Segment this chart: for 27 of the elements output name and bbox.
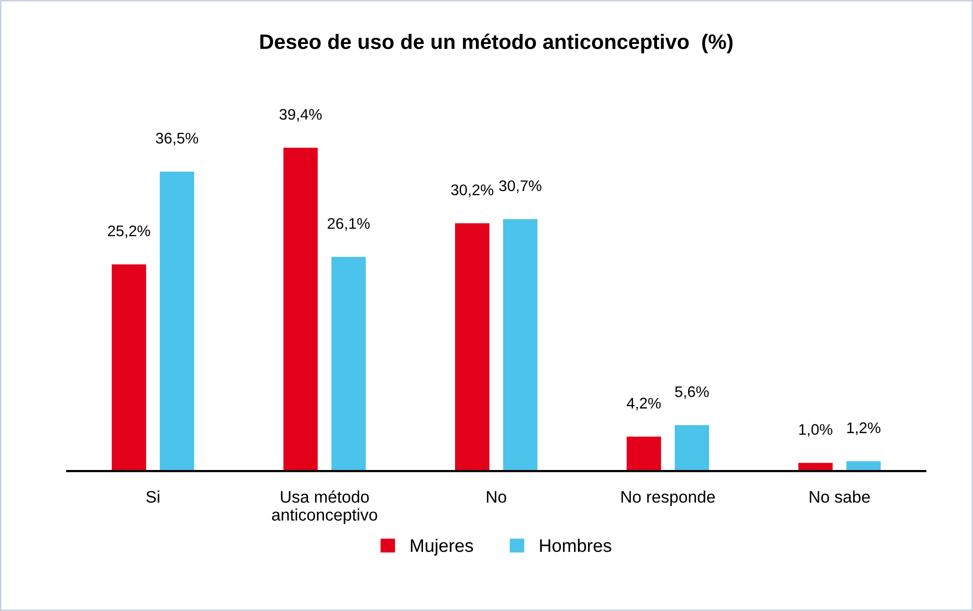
legend-label: Hombres xyxy=(540,538,612,552)
bar xyxy=(674,425,710,472)
data-label: 4,2% xyxy=(626,398,661,410)
data-label: 30,2% xyxy=(451,184,494,198)
data-label: 1,0% xyxy=(799,424,832,437)
x-tick-label: No xyxy=(486,491,506,503)
legend-label: Mujeres xyxy=(410,538,474,556)
bar xyxy=(846,461,881,472)
bar xyxy=(283,148,318,472)
x-tick-label: No responde xyxy=(622,490,715,506)
bar xyxy=(331,256,366,472)
bar xyxy=(112,264,146,472)
data-label: 30,7% xyxy=(499,180,542,193)
data-label: 5,6% xyxy=(675,386,709,399)
bar xyxy=(503,219,538,472)
data-label: 25,2% xyxy=(108,225,150,238)
x-tick-label: Usa método anticonceptivo xyxy=(272,490,378,524)
x-tick-label: Si xyxy=(146,490,160,503)
bar xyxy=(626,436,661,472)
chart-title: Deseo de uso de un método anticonceptivo (%) xyxy=(260,34,733,54)
bar xyxy=(160,172,194,472)
x-tick-label: No sabe xyxy=(810,490,870,503)
data-label: 26,1% xyxy=(328,218,370,231)
data-label: 1,2% xyxy=(847,422,880,436)
bar xyxy=(455,223,490,472)
data-label: 39,4% xyxy=(279,108,322,122)
data-label: 36,5% xyxy=(156,132,198,146)
